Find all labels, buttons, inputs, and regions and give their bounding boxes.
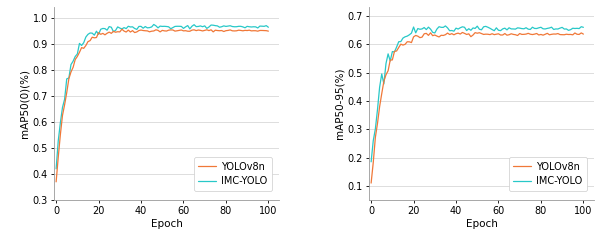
- YOLOv8n: [265, 30, 272, 33]
- Y-axis label: mAP50(0)(%): mAP50(0)(%): [20, 69, 29, 138]
- Line: IMC-YOLO: IMC-YOLO: [371, 26, 583, 162]
- IMC-YOLO: [203, 27, 211, 30]
- YOLOv8n: [467, 35, 475, 38]
- Legend: YOLOv8n, IMC-YOLO: YOLOv8n, IMC-YOLO: [194, 157, 272, 191]
- YOLOv8n: [368, 182, 375, 185]
- IMC-YOLO: [67, 63, 74, 66]
- YOLOv8n: [53, 180, 60, 183]
- X-axis label: Epoch: Epoch: [151, 219, 182, 229]
- YOLOv8n: [459, 31, 466, 34]
- IMC-YOLO: [518, 27, 526, 30]
- IMC-YOLO: [150, 23, 157, 26]
- YOLOv8n: [529, 33, 536, 36]
- YOLOv8n: [182, 29, 189, 32]
- IMC-YOLO: [214, 24, 221, 27]
- YOLOv8n: [67, 70, 74, 73]
- YOLOv8n: [518, 33, 526, 36]
- Y-axis label: mAP50-95(%): mAP50-95(%): [335, 68, 344, 140]
- IMC-YOLO: [421, 26, 428, 29]
- X-axis label: Epoch: Epoch: [466, 219, 497, 229]
- IMC-YOLO: [382, 62, 389, 65]
- Line: YOLOv8n: YOLOv8n: [371, 32, 583, 183]
- IMC-YOLO: [580, 26, 587, 29]
- YOLOv8n: [382, 73, 389, 76]
- IMC-YOLO: [529, 26, 536, 29]
- IMC-YOLO: [368, 160, 375, 163]
- IMC-YOLO: [497, 29, 504, 32]
- IMC-YOLO: [182, 25, 189, 28]
- YOLOv8n: [152, 28, 160, 31]
- Legend: YOLOv8n, IMC-YOLO: YOLOv8n, IMC-YOLO: [509, 157, 587, 191]
- YOLOv8n: [580, 33, 587, 36]
- YOLOv8n: [421, 32, 428, 35]
- IMC-YOLO: [265, 26, 272, 29]
- YOLOv8n: [214, 29, 221, 32]
- YOLOv8n: [118, 28, 125, 31]
- Line: YOLOv8n: YOLOv8n: [56, 29, 268, 182]
- IMC-YOLO: [53, 167, 60, 170]
- IMC-YOLO: [106, 25, 113, 28]
- IMC-YOLO: [442, 24, 449, 27]
- YOLOv8n: [106, 31, 113, 34]
- IMC-YOLO: [152, 24, 160, 27]
- YOLOv8n: [497, 34, 504, 37]
- Line: IMC-YOLO: IMC-YOLO: [56, 24, 268, 169]
- YOLOv8n: [203, 28, 211, 31]
- IMC-YOLO: [467, 29, 475, 32]
